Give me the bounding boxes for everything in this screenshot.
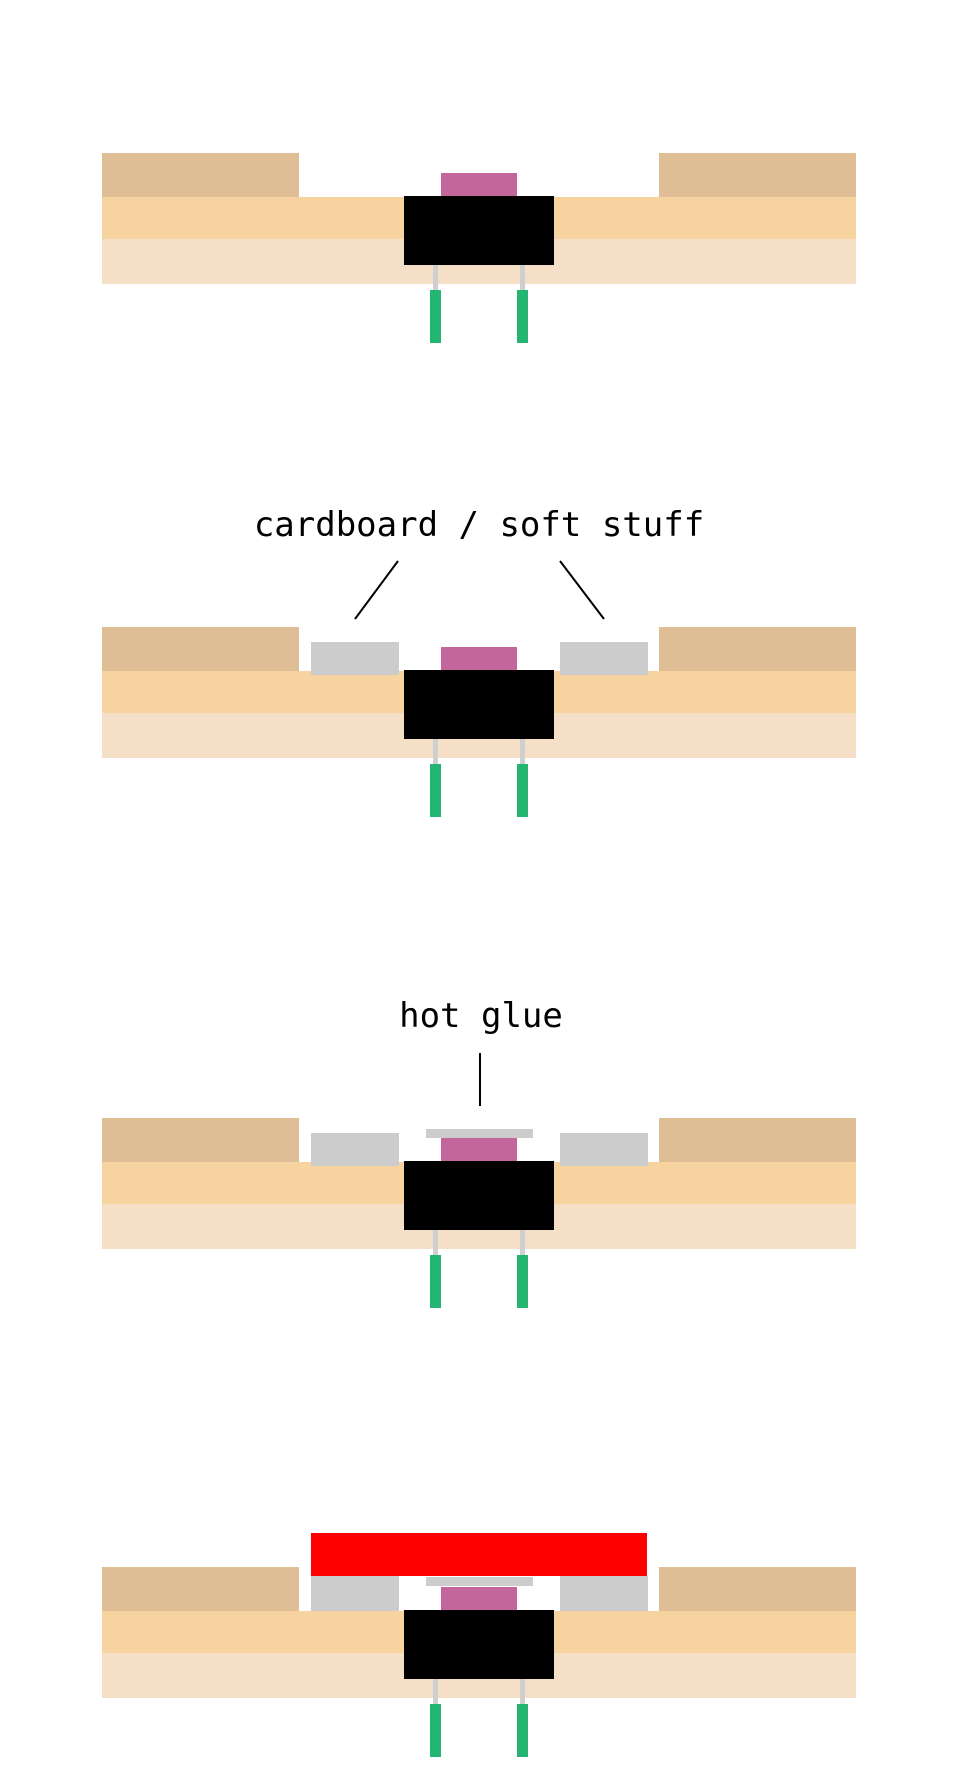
padding-leader-line-left: [354, 560, 399, 620]
switch-body: [404, 196, 554, 265]
switch-body: [404, 1610, 554, 1679]
switch-leg-left: [433, 265, 438, 290]
hot-glue-label: hot glue: [399, 996, 563, 1036]
switch-pin-left: [430, 1704, 441, 1757]
switch-pin-left: [430, 290, 441, 343]
padding-left: [311, 1576, 399, 1611]
switch-leg-left: [433, 739, 438, 764]
padding-right: [560, 1576, 648, 1611]
board-top-layer-right: [659, 153, 856, 197]
padding-right: [560, 642, 648, 675]
hot-glue-layer: [426, 1577, 533, 1586]
switch-pin-right: [517, 1704, 528, 1757]
switch-pin-right: [517, 290, 528, 343]
padding-left: [311, 1133, 399, 1166]
hot-glue-layer: [426, 1129, 533, 1138]
board-top-layer-left: [102, 1118, 299, 1162]
padding-left: [311, 642, 399, 675]
board-top-layer-left: [102, 153, 299, 197]
switch-body: [404, 1161, 554, 1230]
panel-step-1: [102, 153, 856, 343]
padding-leader-line-right: [559, 560, 605, 620]
switch-button: [441, 647, 517, 671]
switch-leg-left: [433, 1679, 438, 1704]
padding-right: [560, 1133, 648, 1166]
cap: [311, 1533, 647, 1576]
board-top-layer-left: [102, 627, 299, 671]
switch-leg-right: [520, 1230, 525, 1255]
switch-pin-left: [430, 1255, 441, 1308]
panel-step-3: hot glue: [102, 996, 856, 1308]
switch-pin-right: [517, 1255, 528, 1308]
board-top-layer-right: [659, 1118, 856, 1162]
padding-label: cardboard / soft stuff: [254, 505, 704, 545]
switch-button: [441, 1138, 517, 1162]
board-top-layer-right: [659, 1567, 856, 1611]
switch-button: [441, 173, 517, 197]
panel-step-2: cardboard / soft stuff: [102, 505, 856, 817]
switch-pin-right: [517, 764, 528, 817]
switch-leg-right: [520, 739, 525, 764]
switch-leg-right: [520, 1679, 525, 1704]
switch-leg-left: [433, 1230, 438, 1255]
switch-leg-right: [520, 265, 525, 290]
board-top-layer-right: [659, 627, 856, 671]
panel-step-4: [102, 1533, 856, 1757]
switch-pin-left: [430, 764, 441, 817]
switch-body: [404, 670, 554, 739]
switch-button: [441, 1587, 517, 1611]
board-top-layer-left: [102, 1567, 299, 1611]
